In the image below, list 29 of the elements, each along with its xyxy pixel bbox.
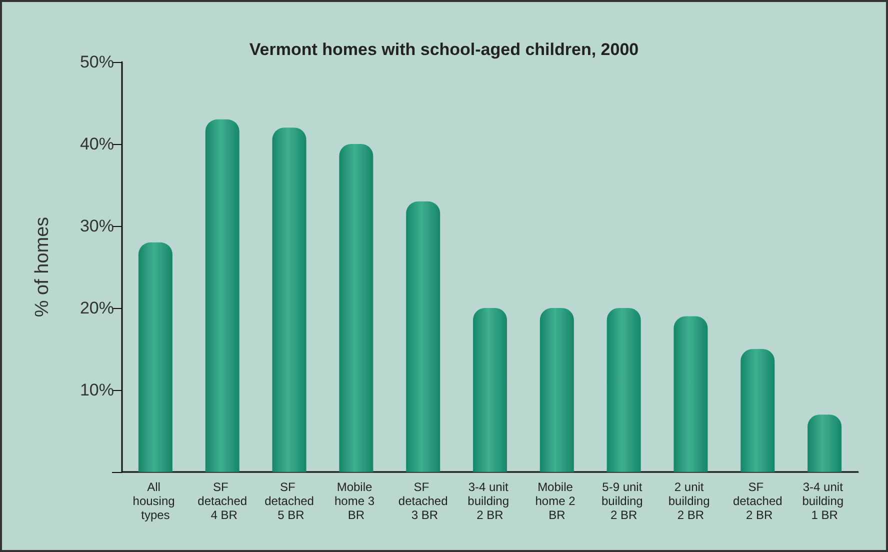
y-tick-label: 10% [80,380,114,400]
bar [808,414,842,472]
x-tick-label: SF detached 5 BR [264,480,314,522]
x-tick-label: All housing types [132,480,178,522]
bar [339,144,374,472]
bar [740,349,775,472]
x-tick-label: SF detached 2 BR [732,480,782,522]
x-tick-label: 3-4 unit building 2 BR [468,480,512,522]
bar [138,242,172,472]
bar [473,308,507,472]
x-tick-label: SF detached 4 BR [198,480,248,522]
chart-title: Vermont homes with school-aged children, 2000 [249,40,639,59]
x-tick-label: Mobile home 2 BR [535,480,579,522]
y-axis-title: % of homes [32,216,53,318]
x-tick-label: 2 unit building 2 BR [668,480,714,522]
y-tick-label: 50% [80,52,114,72]
bar [406,201,440,472]
bar [272,128,306,472]
bar [674,316,708,472]
bar [205,119,240,472]
x-tick-label: 3-4 unit building 1 BR [802,480,847,522]
y-tick-label: 30% [80,216,114,236]
bar [606,308,641,472]
y-tick-label: 20% [80,298,114,318]
x-tick-label: Mobile home 3 BR [334,480,378,522]
y-tick-label: 40% [80,134,114,154]
x-tick-label: 5-9 unit building 2 BR [601,480,646,522]
x-tick-label: SF detached 3 BR [398,480,448,522]
bar [540,308,574,472]
